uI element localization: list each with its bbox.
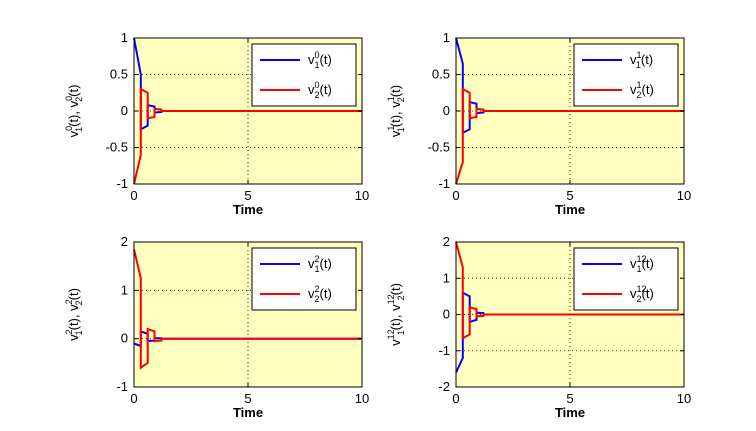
y-tick-label: -1 [116, 176, 128, 191]
legend-box [251, 247, 357, 311]
y-tick-label: 0 [121, 103, 128, 118]
y-axis-label: v11(t), v12(t) [386, 85, 406, 137]
y-axis-label: v01(t), v02(t) [64, 85, 84, 138]
x-tick-label: 0 [130, 188, 137, 203]
y-tick-label: -1 [116, 379, 128, 394]
series-line-2 [133, 87, 362, 185]
x-axis-label: Time [233, 405, 263, 420]
x-tick-label: 5 [244, 391, 251, 406]
legend-entry-1: v0 1(t) [308, 50, 332, 70]
x-tick-label: 10 [677, 391, 691, 406]
legend-entry-2: v2 2(t) [308, 284, 332, 304]
x-axis-label: Time [233, 202, 263, 217]
y-tick-label: -1 [438, 343, 450, 358]
y-tick-label: 0.5 [432, 67, 450, 82]
y-tick-label: 2 [443, 234, 450, 249]
y-tick-label: 1 [121, 30, 128, 45]
legend-entry-1: v12 1(t) [630, 254, 654, 274]
x-tick-label: 10 [677, 188, 691, 203]
x-tick-label: 10 [355, 188, 369, 203]
series-line-2 [133, 249, 362, 370]
x-tick-label: 0 [130, 391, 137, 406]
x-tick-label: 0 [452, 391, 459, 406]
y-tick-label: 0 [443, 103, 450, 118]
legend-entry-1: v1 1(t) [630, 50, 653, 70]
y-tick-label: 0.5 [110, 67, 128, 82]
legend-box [573, 43, 679, 107]
y-tick-label: 2 [121, 234, 128, 249]
y-tick-label: 1 [121, 282, 128, 297]
series-line-2 [455, 87, 684, 185]
x-axis-label: Time [555, 405, 585, 420]
x-tick-label: 5 [244, 188, 251, 203]
y-tick-label: -2 [438, 379, 450, 394]
legend-entry-1: v2 1(t) [308, 254, 332, 274]
y-tick-label: 0 [121, 331, 128, 346]
x-tick-label: 5 [566, 391, 573, 406]
legend-box [251, 43, 357, 107]
y-tick-label: -1 [438, 176, 450, 191]
y-tick-label: 1 [443, 30, 450, 45]
legend-box [573, 247, 679, 311]
series-line-2 [455, 241, 684, 340]
legend: v0 1(t) v0 2(t) [251, 43, 357, 107]
x-tick-label: 0 [452, 188, 459, 203]
legend: v12 1(t) v12 2(t) [573, 247, 679, 311]
legend: v2 1(t) v2 2(t) [251, 247, 357, 311]
y-tick-label: 1 [443, 270, 450, 285]
legend-entry-2: v12 2(t) [630, 284, 654, 304]
y-tick-label: -0.5 [106, 140, 128, 155]
y-tick-label: -0.5 [428, 140, 450, 155]
x-tick-label: 10 [355, 391, 369, 406]
y-tick-label: 0 [443, 307, 450, 322]
legend-entry-2: v0 2(t) [308, 80, 332, 100]
x-axis-label: Time [555, 202, 585, 217]
x-tick-label: 5 [566, 188, 573, 203]
legend: v1 1(t) v1 2(t) [573, 43, 679, 107]
y-axis-label: v121(t), v122(t) [386, 283, 406, 346]
legend-entry-2: v1 2(t) [630, 80, 654, 100]
y-axis-label: v21(t), v22(t) [64, 288, 84, 341]
